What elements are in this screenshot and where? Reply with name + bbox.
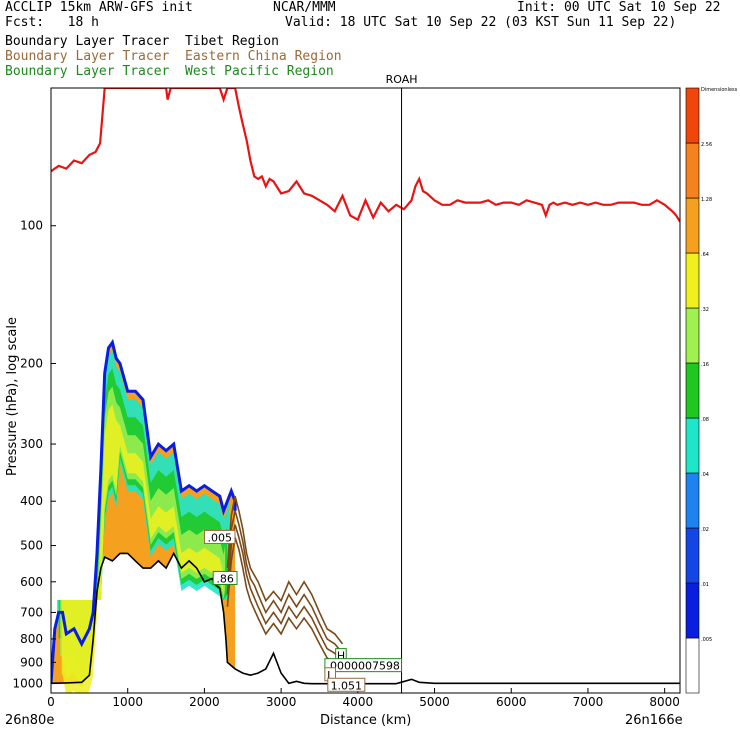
colorbar-title: Dimensionless (701, 87, 738, 93)
colorbar-level: .64 (701, 252, 709, 258)
colorbar-swatch (685, 582, 700, 639)
annotation-label: L (327, 669, 334, 682)
colorbar-level: .16 (701, 362, 709, 368)
header-center: NCAR/MMM (273, 0, 336, 15)
x-tick-label: 5000 (419, 695, 450, 709)
colorbar-swatch (685, 527, 700, 584)
colorbar-swatch (685, 252, 700, 309)
x-tick-label: 1000 (112, 695, 143, 709)
y-tick-label: 1000 (12, 676, 43, 690)
annotation-label: .005 (208, 531, 233, 544)
plot-frame (50, 87, 681, 694)
eastern-china-contour-1 (226, 495, 344, 645)
colorbar-level: .02 (701, 527, 709, 533)
x-tick-label: 0 (47, 695, 55, 709)
colorbar-level: .005 (701, 637, 712, 643)
eastern-china-contour-2 (226, 510, 344, 654)
colorbar-swatch (685, 362, 700, 419)
y-tick-label: 200 (20, 356, 43, 370)
colorbar-swatch (685, 87, 700, 144)
annotation-label: 1.051 (331, 679, 363, 692)
colorbar-swatch (685, 637, 700, 694)
tracer-band-1 (58, 368, 227, 693)
colorbar-level: 2.56 (701, 142, 712, 148)
header-left2: Fcst: 18 h (5, 15, 99, 30)
x-tick-label: 4000 (343, 695, 374, 709)
header-valid: Valid: 18 UTC Sat 10 Sep 22 (03 KST Sun … (285, 15, 677, 30)
colorbar-swatch (685, 307, 700, 364)
x-axis-label: Distance (km) (320, 713, 411, 728)
station-label: ROAH (386, 73, 418, 86)
annotation-box (212, 570, 238, 585)
annotation-label: .86 (216, 572, 234, 585)
annotation-label: .0000007598 (326, 660, 399, 673)
annotation-box (204, 529, 236, 544)
colorbar-level: .08 (701, 417, 709, 423)
right-endpoint: 26n166e (625, 713, 683, 728)
series-lines (51, 88, 680, 693)
tibet-tracer-fill (51, 338, 237, 693)
colorbar-level: .32 (701, 307, 709, 313)
eastern-china-contour-4 (226, 537, 344, 672)
eastern-china-contour-3 (226, 524, 344, 663)
header-init: Init: 00 UTC Sat 10 Sep 22 (517, 0, 721, 15)
annotation-box (324, 658, 402, 673)
colorbar-level: 1.28 (701, 197, 712, 203)
colorbar-swatch (685, 142, 700, 199)
axes: 0 1000 2000 3000 4000 5000 6000 7000 8000 100 200 3… (12, 73, 679, 709)
annotation-box (327, 677, 366, 692)
tracer-edge-blue (51, 338, 237, 684)
colorbar-swatch (685, 417, 700, 474)
y-tick-label: 100 (20, 219, 43, 233)
tropopause-line (51, 88, 680, 223)
y-tick-label: 400 (20, 494, 43, 508)
annotation-label: H (337, 650, 345, 663)
colorbar-level: .04 (701, 472, 709, 478)
tracer-band-3 (61, 404, 224, 693)
colorbar-level: .01 (701, 582, 709, 588)
colorbar-swatch (685, 472, 700, 529)
y-axis-label: Pressure (hPa), log scale (5, 317, 20, 476)
y-tick-label: 900 (20, 655, 43, 669)
left-endpoint: 26n80e (5, 713, 54, 728)
y-tick-label: 300 (20, 437, 43, 451)
y-tick-label: 500 (20, 539, 43, 553)
colorbar-swatch (685, 197, 700, 254)
colorbar: .005 .01 .02 .04 .08 .16 .32 .64 1.28 2.56 Dimensi… (685, 87, 738, 694)
x-tick-label: 3000 (266, 695, 297, 709)
x-tick-label: 2000 (189, 695, 220, 709)
x-tick-label: 6000 (496, 695, 527, 709)
y-tick-label: 800 (20, 632, 43, 646)
y-tick-label: 700 (20, 605, 43, 619)
tracer-label-west-pacific: Boundary Layer Tracer West Pacific Regio… (5, 64, 334, 79)
tracer-fill-orange (51, 342, 236, 684)
x-tick-label: 8000 (649, 695, 680, 709)
tracer-label-eastern-china: Boundary Layer Tracer Eastern China Regi… (5, 49, 342, 64)
y-tick-label: 600 (20, 575, 43, 589)
x-tick-label: 7000 (573, 695, 604, 709)
header-left1: ACCLIP 15km ARW-GFS init (5, 0, 193, 15)
tracer-label-tibet: Boundary Layer Tracer Tibet Region (5, 34, 279, 49)
